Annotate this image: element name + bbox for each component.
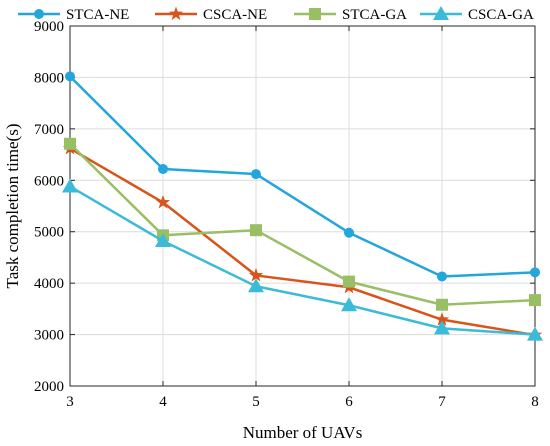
series-line xyxy=(69,147,536,337)
data-point xyxy=(344,227,354,238)
legend-label: STCA-NE xyxy=(66,7,129,23)
y-tick-label: 3000 xyxy=(34,328,64,344)
data-point xyxy=(437,271,447,282)
data-point xyxy=(529,294,541,307)
x-tick-label: 7 xyxy=(438,394,446,410)
x-tick-label: 8 xyxy=(531,394,539,410)
x-tick-label: 3 xyxy=(66,394,74,410)
legend-marker xyxy=(433,6,449,20)
data-point xyxy=(155,232,171,247)
data-point xyxy=(158,163,168,174)
legend-item: CSCA-GA xyxy=(420,6,534,23)
y-tick-label: 6000 xyxy=(34,173,64,189)
grid xyxy=(69,25,536,387)
y-tick-label: 7000 xyxy=(34,122,64,138)
legend-item: CSCA-NE xyxy=(155,6,267,23)
data-point xyxy=(62,178,78,193)
legend-marker xyxy=(309,8,321,20)
data-point xyxy=(527,326,543,341)
data-point xyxy=(64,137,76,150)
x-axis-title: Number of UAVs xyxy=(243,423,363,442)
data-point xyxy=(251,169,261,180)
legend-label: STCA-GA xyxy=(342,7,407,23)
series-csca-ne xyxy=(62,140,543,342)
data-point xyxy=(434,312,450,326)
plot-frame xyxy=(69,25,536,387)
data-point xyxy=(530,267,540,278)
data-point xyxy=(343,275,355,288)
series-stca-ne xyxy=(65,71,540,282)
data-point xyxy=(155,194,171,209)
legend-marker xyxy=(34,9,44,19)
y-tick-label: 9000 xyxy=(34,19,64,35)
x-tick-label: 4 xyxy=(159,394,167,410)
series-lines xyxy=(62,71,543,342)
data-point xyxy=(250,224,262,237)
series-line xyxy=(69,142,536,306)
y-tick-label: 2000 xyxy=(34,379,64,395)
legend: STCA-NE CSCA-NE STCA-GA CSCA-GA xyxy=(18,6,534,23)
legend-label: CSCA-GA xyxy=(468,7,534,23)
x-tick-label: 6 xyxy=(345,394,353,410)
series-csca-ga xyxy=(62,178,543,341)
y-tick-label: 4000 xyxy=(34,276,64,292)
data-point xyxy=(436,298,448,311)
series-line xyxy=(69,75,536,278)
data-point xyxy=(248,267,264,282)
data-point xyxy=(434,320,450,335)
legend-item: STCA-NE xyxy=(18,7,129,23)
y-axis-title: Task completion time(s) xyxy=(3,124,22,289)
y-tick-label: 8000 xyxy=(34,70,64,86)
x-tick-label: 5 xyxy=(252,394,260,410)
data-point xyxy=(341,297,357,312)
series-stca-ga xyxy=(64,137,541,311)
y-tick-label: 5000 xyxy=(34,225,64,241)
series-line xyxy=(69,185,536,336)
legend-item: STCA-GA xyxy=(294,7,407,23)
axis-ticks: 2000 3000 4000 5000 6000 7000 8000 9000 3 4 5 6 7 8 xyxy=(34,19,539,410)
data-point xyxy=(65,71,75,82)
legend-marker xyxy=(168,6,184,21)
legend-label: CSCA-NE xyxy=(203,7,267,23)
data-point xyxy=(248,278,264,293)
